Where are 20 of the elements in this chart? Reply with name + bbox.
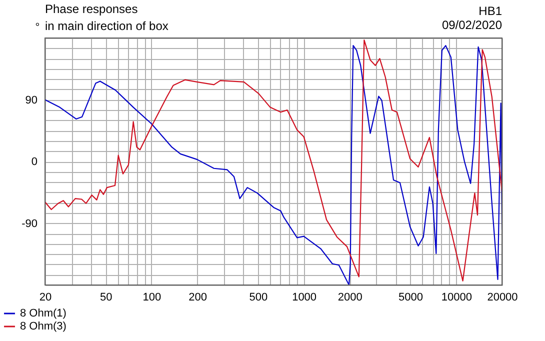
x-tick-label: 10000 xyxy=(441,292,472,304)
legend-label: 8 Ohm(3) xyxy=(20,320,66,332)
y-tick-label: -90 xyxy=(22,218,38,230)
chart-title: Phase responses xyxy=(45,2,138,16)
x-tick-label: 2000 xyxy=(338,292,362,304)
x-tick-label: 200 xyxy=(188,292,208,304)
y-tick-label: 0 xyxy=(31,156,38,168)
x-tick-label: 50 xyxy=(100,292,112,304)
chart-subtitle: in main direction of box xyxy=(45,19,168,33)
y-tick-label: 90 xyxy=(25,94,38,106)
text: HB1 xyxy=(478,4,502,18)
x-tick-label: 20000 xyxy=(487,292,518,304)
legend-label: 8 Ohm(1) xyxy=(20,308,66,320)
x-tick-label: 5000 xyxy=(398,292,424,304)
x-tick-label: 100 xyxy=(142,292,162,304)
text: 09/02/2020 xyxy=(442,18,502,32)
x-tick-label: 1000 xyxy=(292,292,317,304)
y-axis-title: ° xyxy=(35,22,40,34)
x-tick-label: 20 xyxy=(39,292,52,304)
x-tick-label: 500 xyxy=(249,292,268,304)
